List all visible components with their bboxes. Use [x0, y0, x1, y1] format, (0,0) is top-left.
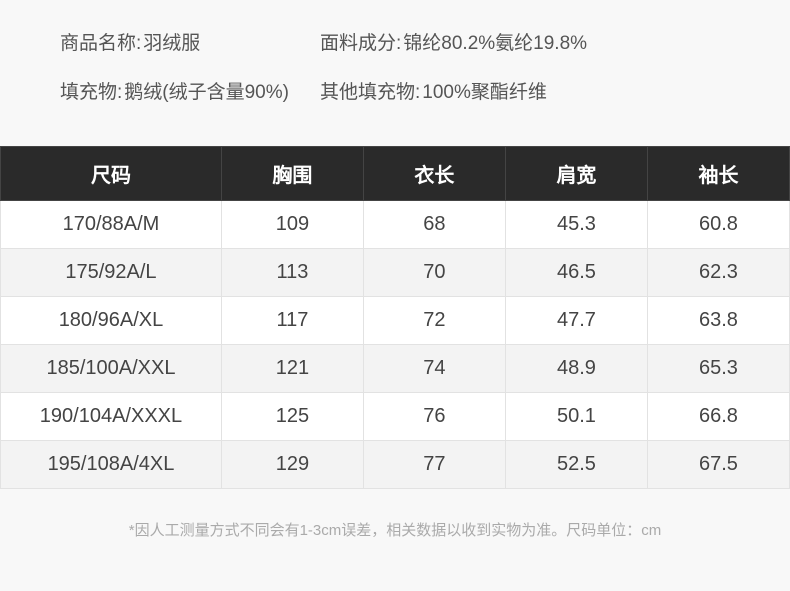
table-row: 175/92A/L 113 70 46.5 62.3 [1, 249, 790, 297]
info-row-2: 填充物: 鹅绒(绒子含量90%) 其他填充物: 100%聚酯纤维 [60, 77, 730, 104]
info-value: 鹅绒(绒子含量90%) [124, 77, 289, 104]
table-header: 尺码 胸围 衣长 肩宽 袖长 [1, 147, 790, 201]
cell-sleeve: 65.3 [647, 345, 789, 393]
size-table: 尺码 胸围 衣长 肩宽 袖长 170/88A/M 109 68 45.3 60.… [0, 146, 790, 489]
cell-size: 175/92A/L [1, 249, 222, 297]
table-row: 190/104A/XXXL 125 76 50.1 66.8 [1, 393, 790, 441]
size-table-wrap: 尺码 胸围 衣长 肩宽 袖长 170/88A/M 109 68 45.3 60.… [0, 146, 790, 489]
col-header-length: 衣长 [363, 147, 505, 201]
info-value: 羽绒服 [143, 28, 200, 55]
cell-size: 170/88A/M [1, 201, 222, 249]
cell-chest: 109 [221, 201, 363, 249]
cell-size: 195/108A/4XL [1, 441, 222, 489]
cell-shoulder: 50.1 [505, 393, 647, 441]
cell-sleeve: 62.3 [647, 249, 789, 297]
info-label: 商品名称: [60, 28, 141, 55]
cell-size: 190/104A/XXXL [1, 393, 222, 441]
info-value: 100%聚酯纤维 [422, 77, 547, 104]
table-row: 180/96A/XL 117 72 47.7 63.8 [1, 297, 790, 345]
cell-chest: 121 [221, 345, 363, 393]
cell-chest: 117 [221, 297, 363, 345]
cell-chest: 113 [221, 249, 363, 297]
info-label: 填充物: [60, 77, 122, 104]
cell-length: 76 [363, 393, 505, 441]
cell-shoulder: 47.7 [505, 297, 647, 345]
table-row: 170/88A/M 109 68 45.3 60.8 [1, 201, 790, 249]
footnote-text: *因人工测量方式不同会有1-3cm误差，相关数据以收到实物为准。尺码单位：cm [0, 519, 790, 540]
col-header-sleeve: 袖长 [647, 147, 789, 201]
cell-shoulder: 46.5 [505, 249, 647, 297]
cell-length: 77 [363, 441, 505, 489]
col-header-shoulder: 肩宽 [505, 147, 647, 201]
info-row-1: 商品名称: 羽绒服 面料成分: 锦纶80.2%氨纶19.8% [60, 28, 730, 55]
cell-sleeve: 66.8 [647, 393, 789, 441]
info-item-filling: 填充物: 鹅绒(绒子含量90%) [60, 77, 320, 104]
info-label: 面料成分: [320, 28, 401, 55]
cell-length: 74 [363, 345, 505, 393]
cell-length: 68 [363, 201, 505, 249]
col-header-chest: 胸围 [221, 147, 363, 201]
cell-size: 185/100A/XXL [1, 345, 222, 393]
info-item-other-filling: 其他填充物: 100%聚酯纤维 [320, 77, 547, 104]
cell-shoulder: 48.9 [505, 345, 647, 393]
cell-sleeve: 63.8 [647, 297, 789, 345]
cell-shoulder: 45.3 [505, 201, 647, 249]
info-label: 其他填充物: [320, 77, 420, 104]
table-row: 185/100A/XXL 121 74 48.9 65.3 [1, 345, 790, 393]
info-item-product-name: 商品名称: 羽绒服 [60, 28, 320, 55]
info-item-fabric: 面料成分: 锦纶80.2%氨纶19.8% [320, 28, 587, 55]
cell-length: 72 [363, 297, 505, 345]
cell-shoulder: 52.5 [505, 441, 647, 489]
col-header-size: 尺码 [1, 147, 222, 201]
cell-chest: 125 [221, 393, 363, 441]
table-row: 195/108A/4XL 129 77 52.5 67.5 [1, 441, 790, 489]
info-value: 锦纶80.2%氨纶19.8% [403, 28, 587, 55]
cell-chest: 129 [221, 441, 363, 489]
cell-size: 180/96A/XL [1, 297, 222, 345]
cell-sleeve: 67.5 [647, 441, 789, 489]
table-body: 170/88A/M 109 68 45.3 60.8 175/92A/L 113… [1, 201, 790, 489]
product-info-section: 商品名称: 羽绒服 面料成分: 锦纶80.2%氨纶19.8% 填充物: 鹅绒(绒… [0, 0, 790, 146]
cell-length: 70 [363, 249, 505, 297]
cell-sleeve: 60.8 [647, 201, 789, 249]
